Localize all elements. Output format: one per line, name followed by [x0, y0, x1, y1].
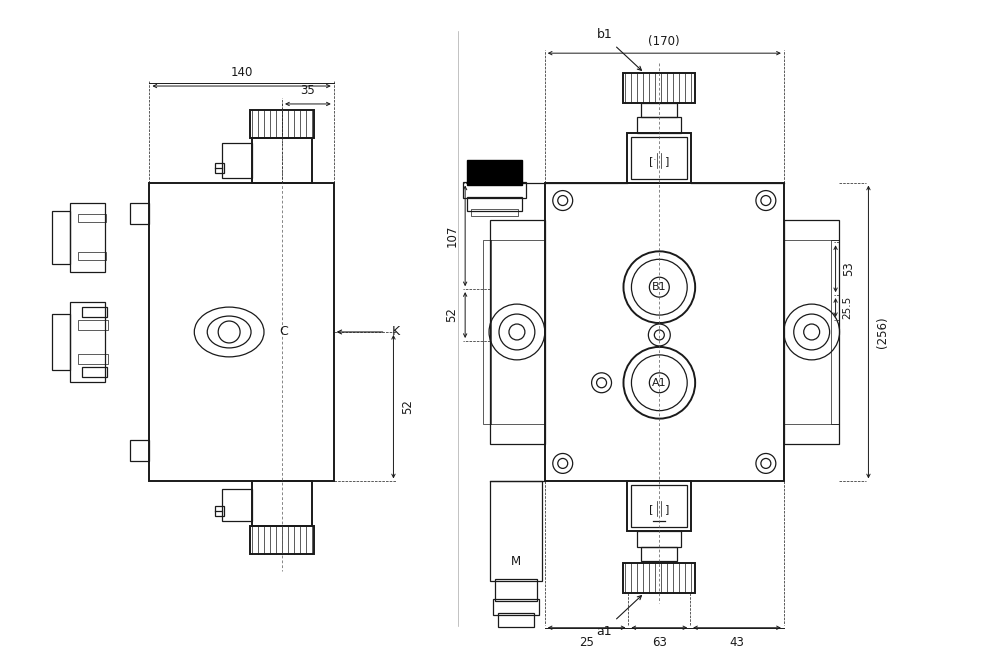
Text: a1: a1	[597, 625, 612, 638]
Text: 35: 35	[301, 84, 315, 97]
Bar	[252, 482, 312, 526]
Bar	[467, 160, 522, 185]
Bar	[130, 440, 149, 461]
Text: 63: 63	[652, 636, 667, 648]
Bar	[463, 181, 526, 198]
Bar	[70, 202, 105, 272]
Bar	[78, 252, 106, 260]
Bar	[215, 507, 224, 516]
Bar	[467, 196, 522, 210]
Bar	[483, 240, 491, 424]
Bar	[627, 133, 691, 183]
Text: ]: ]	[665, 156, 669, 166]
Bar	[70, 302, 105, 382]
Bar	[641, 103, 677, 117]
Bar	[637, 117, 681, 133]
Text: 53: 53	[843, 261, 856, 276]
Text: 140: 140	[230, 66, 253, 79]
Text: C: C	[279, 325, 288, 338]
Bar	[784, 221, 839, 443]
Bar	[52, 210, 70, 264]
Bar	[623, 563, 695, 593]
Bar	[641, 547, 677, 561]
Text: B1: B1	[652, 282, 667, 292]
Bar	[222, 489, 252, 521]
Bar	[631, 137, 687, 179]
Bar	[490, 221, 545, 443]
Bar	[623, 73, 695, 103]
Bar	[631, 486, 687, 527]
Text: ]: ]	[665, 504, 669, 514]
Bar	[52, 314, 70, 370]
Bar	[222, 143, 252, 177]
Bar	[215, 163, 224, 173]
Text: ·: ·	[651, 156, 657, 165]
Text: (170): (170)	[648, 35, 680, 48]
Text: 25: 25	[579, 636, 594, 648]
Bar	[130, 202, 149, 225]
Bar	[149, 183, 334, 482]
Bar	[627, 482, 691, 531]
Bar	[82, 307, 107, 317]
Text: 25.5: 25.5	[843, 296, 853, 319]
Bar	[545, 183, 784, 482]
Bar	[637, 531, 681, 547]
Text: 107: 107	[445, 225, 458, 247]
Text: (256): (256)	[876, 316, 889, 348]
Text: 43: 43	[730, 636, 744, 648]
Text: M: M	[511, 555, 521, 568]
Bar	[78, 320, 108, 330]
Text: K: K	[391, 325, 400, 338]
Bar	[493, 599, 539, 615]
Bar	[471, 208, 518, 216]
Text: A1: A1	[652, 378, 667, 388]
Text: b1: b1	[597, 28, 612, 41]
Bar	[78, 354, 108, 364]
Bar	[250, 110, 314, 138]
Bar	[490, 482, 542, 581]
Bar	[498, 613, 534, 627]
Text: [: [	[649, 504, 654, 514]
Bar	[82, 367, 107, 377]
Text: 52: 52	[401, 399, 414, 414]
Bar	[495, 579, 537, 601]
Bar	[252, 138, 312, 183]
Bar	[831, 240, 839, 424]
Bar	[250, 526, 314, 554]
Text: [: [	[649, 156, 654, 166]
Bar	[78, 214, 106, 223]
Text: 52: 52	[445, 307, 458, 323]
